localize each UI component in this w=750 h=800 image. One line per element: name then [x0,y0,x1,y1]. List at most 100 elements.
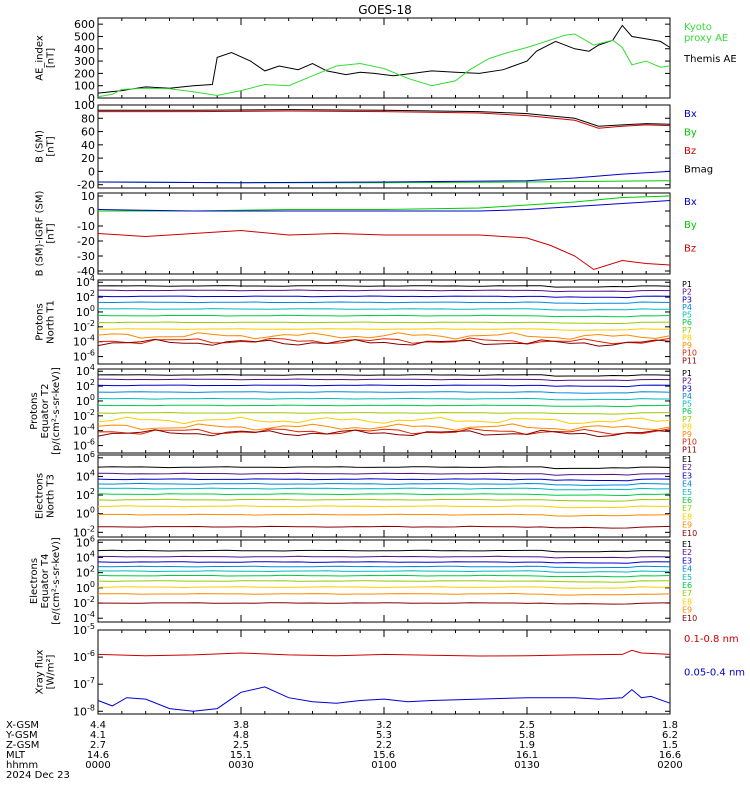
panel-xray: 10-5 10-6 10-7 10-8 Xray flux [W/m²] 0.1-0.8 n… [35,622,746,718]
footer-value-hhmm: 0130 [514,760,539,771]
channel-line-p11 [97,338,671,347]
y-tick-label: 104 [76,549,95,564]
footer-value-x_gsm: 2.5 [519,720,535,731]
y-tick-label: 400 [74,43,95,56]
channel-line-p4 [97,301,671,305]
channel-line-e2 [97,472,671,476]
y-tick-label: 600 [74,18,95,31]
legend-e3: E3 [682,556,692,565]
channel-line-e7 [97,580,671,583]
footer-row-label: MLT [6,750,26,761]
footer-value-z_gsm: 1.5 [662,740,678,751]
channel-line-e6 [97,574,671,578]
y-tick-label: 10-2 [73,319,95,334]
y-tick-label: 104 [76,468,95,483]
y-axis-label: B (SM) [35,130,46,163]
y-axis-label: [e/(cm²-s-sr-keV)] [51,537,62,625]
legend-entry: By [684,220,697,231]
legend-p10: P10 [682,349,697,358]
legend-e1: E1 [682,455,692,464]
footer-value-x_gsm: 3.2 [376,720,392,731]
legend-e3: E3 [682,471,692,480]
y-axis-label: Protons [29,392,40,429]
channel-line-p9 [97,423,671,431]
footer-value-z_gsm: 2.7 [90,740,106,751]
legend-p11: P11 [682,445,697,454]
legend-p7: P7 [682,415,692,424]
legend-p6: P6 [682,407,692,416]
y-tick-label: -40 [77,265,95,278]
legend-entry: Bz [684,243,696,254]
legend-e6: E6 [682,496,692,505]
footer-value-hhmm: 0100 [371,760,396,771]
panel-frame [97,17,671,99]
y-tick-label: 100 [76,393,95,408]
y-tick-label: 300 [74,55,95,68]
y-tick-label: 10-4 [73,334,95,349]
footer-row-label: Y-GSM [5,730,38,741]
channel-line-p5 [97,308,671,311]
channel-line-e3 [97,478,671,482]
y-axis-label: Xray flux [35,650,46,695]
y-tick-label: 104 [76,363,95,378]
channel-line-e10 [98,602,671,605]
panel-frame [97,629,671,715]
y-tick-label: -20 [77,235,95,248]
channel-line-p3 [97,295,671,299]
y-tick-label: 102 [76,289,95,304]
y-tick-label: -10 [77,220,95,233]
legend-entry: 0.05-0.4 nm [684,668,745,679]
channel-line-p9 [97,332,671,340]
channel-line-p4 [97,391,671,394]
channel-line-p10 [97,337,671,345]
legend-p11: P11 [682,356,697,365]
y-tick-label: 0 [88,92,95,105]
y-axis-label: Electrons [35,473,46,519]
legend-entry: proxy AE [684,33,728,44]
legend-e9: E9 [682,606,692,615]
footer-value-y_gsm: 4.8 [233,730,249,741]
y-axis-label: [nT] [46,48,57,68]
footer-value-mlt: 16.1 [516,750,538,761]
panel-frame [97,368,671,454]
channel-line-e1 [97,549,671,553]
legend-e8: E8 [682,512,692,521]
legend-e7: E7 [682,589,692,598]
legend-p9: P9 [682,341,692,350]
legend-e4: E4 [682,480,692,489]
legend-p5: P5 [682,400,692,409]
y-tick-label: 10-5 [73,622,95,637]
legend-e7: E7 [682,504,692,513]
y-axis-label: [W/m²] [46,654,57,689]
series-line-1 [97,24,671,94]
footer-value-x_gsm: 4.4 [90,720,106,731]
y-axis-label: [nT] [46,136,57,156]
legend-entry: 0.1-0.8 nm [684,634,739,645]
legend-p8: P8 [682,422,692,431]
legend-p5: P5 [682,311,692,320]
y-tick-label: 10-6 [73,649,95,664]
channel-line-p8 [97,328,671,331]
footer-value-mlt: 15.6 [373,750,395,761]
y-tick-label: 10-6 [73,438,95,453]
legend-e5: E5 [682,488,692,497]
legend-entry: Kyoto [684,22,712,33]
series-line-3 [97,229,671,271]
footer-value-x_gsm: 3.8 [233,720,249,731]
legend-e2: E2 [682,463,692,472]
channel-line-e5 [97,570,670,573]
legend-p1: P1 [682,369,692,378]
legend-e4: E4 [682,565,692,574]
footer-value-mlt: 16.6 [659,750,681,761]
channel-line-p5 [97,397,670,401]
channel-line-e6 [97,493,671,497]
y-tick-label: 102 [76,565,95,580]
series-line-2 [98,110,671,129]
y-tick-label: 10-6 [73,349,95,364]
y-tick-label: 10-2 [73,595,95,610]
y-tick-label: 102 [76,378,95,393]
